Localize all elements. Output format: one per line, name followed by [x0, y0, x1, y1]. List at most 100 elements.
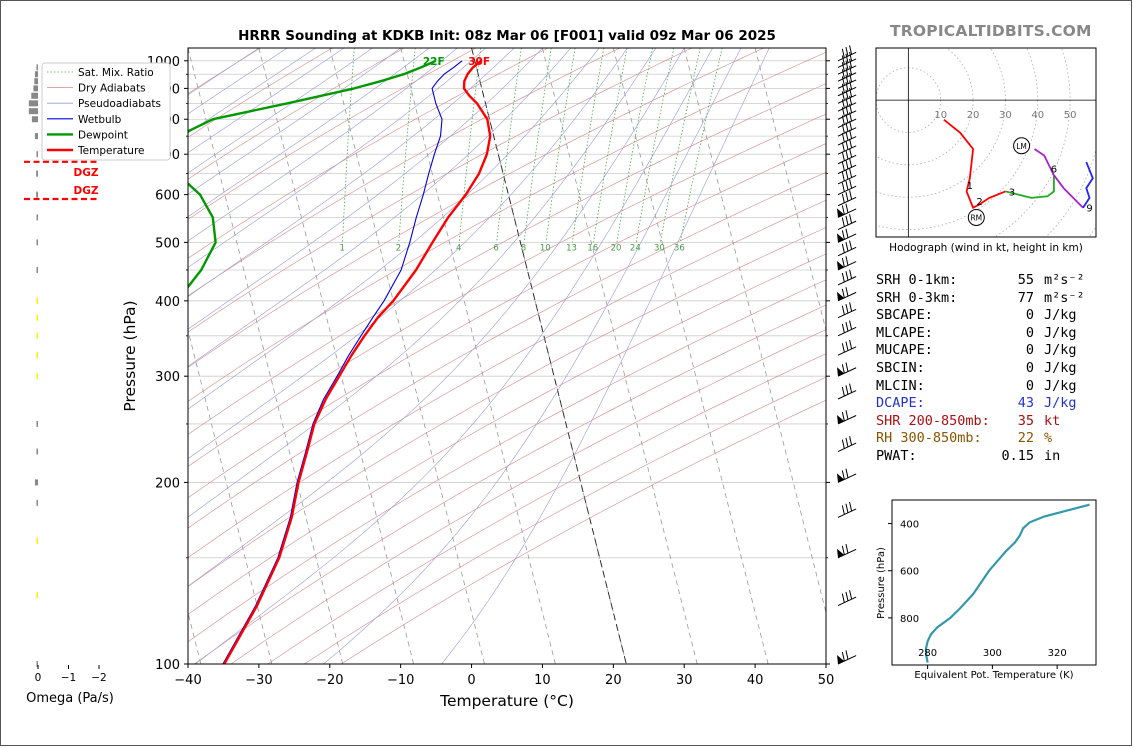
mixing-ratio-line	[398, 48, 416, 243]
barb-feather	[845, 410, 849, 420]
stat-label: PWAT:	[876, 447, 917, 464]
barb-shaft	[837, 58, 857, 68]
isotherm	[258, 48, 414, 664]
omega-bar	[36, 214, 38, 221]
barb-shaft	[837, 220, 857, 231]
barb-feather	[841, 243, 845, 253]
barb-shaft	[837, 367, 857, 377]
barb-feather	[845, 322, 849, 332]
pseudoadiabat	[188, 48, 657, 518]
hodo-segment-6-9	[1033, 148, 1084, 209]
pseudoadiabat	[323, 48, 742, 664]
x-tick-label: 40	[747, 673, 764, 688]
stat-unit: J/kg	[1044, 377, 1077, 394]
hodo-segment-9-12	[1082, 161, 1094, 209]
mixing-ratio-line	[545, 48, 576, 243]
omega-bar	[36, 151, 38, 158]
barb-feather	[845, 170, 849, 180]
isotherm	[612, 48, 769, 664]
dewpoint-profile	[188, 59, 437, 289]
omega-panel: DGZ DGZ 0 −1 −2 Omega (Pa/s)	[24, 64, 114, 706]
dry-adiabat	[188, 48, 477, 220]
barb-feather	[841, 411, 845, 422]
mixing-ratio-line	[593, 48, 628, 243]
stat-label: DCAPE:	[876, 395, 925, 412]
barb-feather	[849, 383, 853, 393]
barb-feather	[841, 142, 845, 152]
stat-value: 0	[1025, 324, 1034, 341]
x-tick-label: −30	[245, 673, 272, 688]
barb-feather	[841, 193, 845, 203]
y-tick-label: 500	[155, 236, 180, 251]
barb-feather	[849, 168, 853, 178]
barb-shaft	[837, 596, 857, 606]
isotherm	[471, 48, 627, 664]
dgz-label: DGZ	[74, 167, 99, 179]
dgz-label: DGZ	[74, 185, 99, 197]
x-tick-label: 50	[818, 673, 835, 688]
stat-row: RH 300-850mb: 22%	[876, 430, 1126, 448]
pseudoadiabat	[188, 48, 572, 367]
hodo-segment-3-6	[1005, 175, 1055, 199]
legend-label: Pseudoadiabats	[78, 98, 161, 110]
isotherm	[329, 48, 485, 664]
pseudoadiabat	[188, 48, 430, 218]
barb-shaft	[837, 233, 857, 243]
barb-flag	[837, 473, 844, 483]
legend-label: Dewpoint	[78, 129, 128, 141]
barb-shaft	[837, 473, 857, 483]
omega-bar	[36, 420, 38, 427]
omega-bar	[36, 592, 38, 599]
pseudoadiabat	[188, 48, 316, 134]
barb-shaft	[837, 415, 857, 425]
barb-feather	[845, 82, 849, 92]
y-axis-label: Pressure (hPa)	[121, 300, 139, 411]
pseudoadiabat	[441, 48, 770, 664]
isotherm	[188, 48, 344, 664]
barb-shaft	[837, 72, 857, 82]
barb-shaft	[837, 136, 857, 146]
stat-row: SRH 0-1km: 55 m²s⁻²	[876, 272, 1126, 290]
mixing-ratio-line	[523, 48, 552, 243]
stat-unit: J/kg	[1044, 324, 1077, 341]
barb-feather	[845, 228, 849, 238]
stat-value: 0	[1025, 377, 1034, 394]
dry-adiabat	[188, 171, 826, 529]
hodo-caption: Hodograph (wind in kt, height in km)	[889, 242, 1083, 254]
omega-bar	[36, 170, 38, 177]
pseudoadiabat	[188, 48, 685, 587]
theta-e-line	[924, 503, 1090, 663]
barb-feather	[849, 65, 853, 75]
mixing-ratio-label: 24	[630, 244, 641, 254]
barb-flag	[837, 260, 844, 270]
mixing-ratio-line	[616, 48, 653, 243]
barb-flag	[837, 208, 844, 218]
omega-bar	[34, 71, 38, 78]
barb-feather	[849, 269, 853, 279]
barb-feather	[841, 171, 845, 182]
omega-bar	[36, 332, 38, 339]
stat-value: 0.15	[1001, 447, 1034, 464]
barb-shaft	[837, 308, 857, 319]
legend-label: Sat. Mix. Ratio	[78, 67, 154, 79]
hodo-frame	[875, 47, 1097, 238]
thetae-x-tick-label: 320	[1048, 648, 1067, 659]
barb-shaft	[837, 51, 857, 62]
omega-bar	[36, 314, 38, 321]
barb-feather	[845, 131, 849, 141]
dry-adiabat	[188, 143, 826, 499]
mixing-ratio-line	[571, 48, 605, 243]
barb-feather	[849, 501, 853, 512]
hodo-ring-label: 20	[967, 110, 980, 121]
barb-feather	[849, 51, 853, 62]
barb-feather	[841, 205, 845, 215]
barb-feather	[845, 287, 849, 297]
barb-feather	[849, 87, 853, 98]
barb-shaft	[837, 508, 857, 518]
barb-feather	[849, 58, 853, 68]
barb-shaft	[837, 102, 857, 112]
dry-adiabat	[188, 48, 261, 95]
barb-feather	[849, 240, 853, 250]
barb-shaft	[837, 442, 857, 453]
